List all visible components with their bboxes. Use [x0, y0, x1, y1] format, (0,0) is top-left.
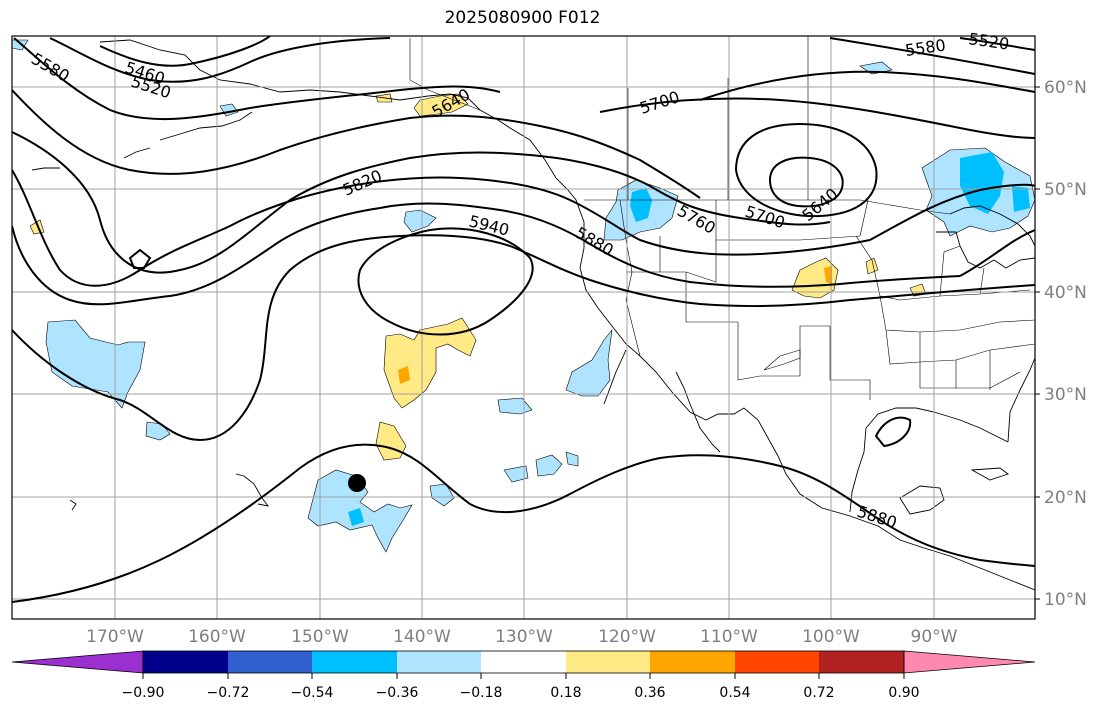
colorbar-tick-5: 0.18 [550, 685, 581, 701]
lat-label-20n: 20°N [1044, 488, 1087, 508]
coastlines [31, 39, 1035, 591]
height-contours [12, 36, 1035, 603]
colorbar-tick-8: 0.72 [803, 685, 834, 701]
colorbar-extend-high [903, 650, 1036, 674]
colorbar-segment-2 [228, 651, 312, 673]
colorbar: −0.90 −0.72 −0.54 −0.36 −0.18 0.18 0.36 … [11, 650, 1036, 701]
map-frame [11, 35, 1036, 620]
contour-label-5700-e: 5700 [743, 202, 788, 233]
lon-label-140w: 140°W [393, 627, 451, 647]
colorbar-tick-0: −0.90 [122, 685, 165, 701]
lon-label-100w: 100°W [802, 627, 860, 647]
colorbar-tick-3: −0.36 [376, 685, 419, 701]
negative-core [348, 152, 1030, 526]
contour-5760-west [12, 169, 871, 287]
lat-label-30n: 30°N [1044, 385, 1087, 405]
contour-5460 [99, 36, 271, 67]
contour-5760-ne [869, 183, 1035, 241]
contour-5640-ne [699, 70, 1035, 101]
contour-5700-east [768, 156, 844, 208]
contour-5520 [49, 37, 391, 83]
colorbar-segment-7 [650, 651, 735, 673]
contour-label-5700-n: 5700 [637, 87, 682, 118]
contour-5700-west [12, 131, 831, 274]
colorbar-segment-6 [566, 651, 650, 673]
contour-5940 [357, 227, 534, 336]
colorbar-segment-8 [735, 651, 819, 673]
storm-marker-dot [348, 474, 366, 492]
contour-closed-140 [128, 248, 152, 269]
lon-label-120w: 120°W [598, 627, 656, 647]
contour-label-5640-e: 5640 [798, 184, 841, 225]
contour-5820-east [959, 229, 1035, 277]
positive-region [29, 93, 927, 461]
map-title: 2025080900 F012 [444, 8, 601, 28]
graticule [12, 36, 1035, 619]
lat-label-40n: 40°N [1044, 283, 1087, 303]
lon-label-150w: 150°W [291, 627, 349, 647]
contour-closed-gulf [874, 416, 912, 448]
colorbar-segment-5 [481, 651, 566, 673]
colorbar-extend-low [11, 650, 144, 674]
contour-label-5760: 5760 [674, 201, 719, 238]
contour-5580-east [829, 37, 1035, 75]
contour-label-5580-w: 5580 [28, 49, 73, 86]
contour-5640-east [734, 122, 878, 218]
colorbar-segment-9 [819, 651, 904, 673]
lon-label-90w: 90°W [911, 627, 958, 647]
lon-label-130w: 130°W [495, 627, 553, 647]
colorbar-tick-9: 0.90 [888, 685, 919, 701]
lon-label-160w: 160°W [188, 627, 246, 647]
lon-label-110w: 110°W [700, 627, 758, 647]
contour-5640-west [12, 89, 701, 199]
lat-label-10n: 10°N [1044, 590, 1087, 610]
contour-label-5820: 5820 [340, 166, 385, 200]
latitude-labels: 60°N 50°N 40°N 30°N 20°N 10°N [1035, 78, 1087, 610]
contour-5880-south [12, 443, 1035, 603]
contour-5520-east [959, 37, 1035, 51]
contour-5580-west [13, 37, 501, 121]
colorbar-tick-4: −0.18 [460, 685, 503, 701]
contour-5820 [12, 202, 961, 306]
colorbar-tick-6: 0.36 [634, 685, 665, 701]
positive-core [398, 266, 832, 384]
contour-labels: 5460 5520 5580 5580 5520 5640 5700 5700 … [28, 29, 1010, 532]
colorbar-tick-7: 0.54 [719, 685, 750, 701]
contour-label-5520: 5520 [129, 72, 174, 103]
colorbar-tick-1: −0.72 [207, 685, 250, 701]
lat-label-50n: 50°N [1044, 180, 1087, 200]
political-borders [409, 36, 1035, 400]
colorbar-segment-3 [312, 651, 397, 673]
colorbar-tick-2: −0.54 [291, 685, 334, 701]
lat-label-60n: 60°N [1044, 78, 1087, 98]
colorbar-segment-1 [143, 651, 228, 673]
contour-label-5520-ne: 5520 [967, 29, 1010, 53]
longitude-labels: 170°W 160°W 150°W 140°W 130°W 120°W 110°… [86, 627, 958, 647]
colorbar-segment-4 [397, 651, 481, 673]
contour-5700-ne [599, 97, 1035, 139]
contour-label-5940: 5940 [467, 211, 511, 239]
lon-label-170w: 170°W [86, 627, 144, 647]
contour-label-5880-s: 5880 [855, 502, 900, 533]
